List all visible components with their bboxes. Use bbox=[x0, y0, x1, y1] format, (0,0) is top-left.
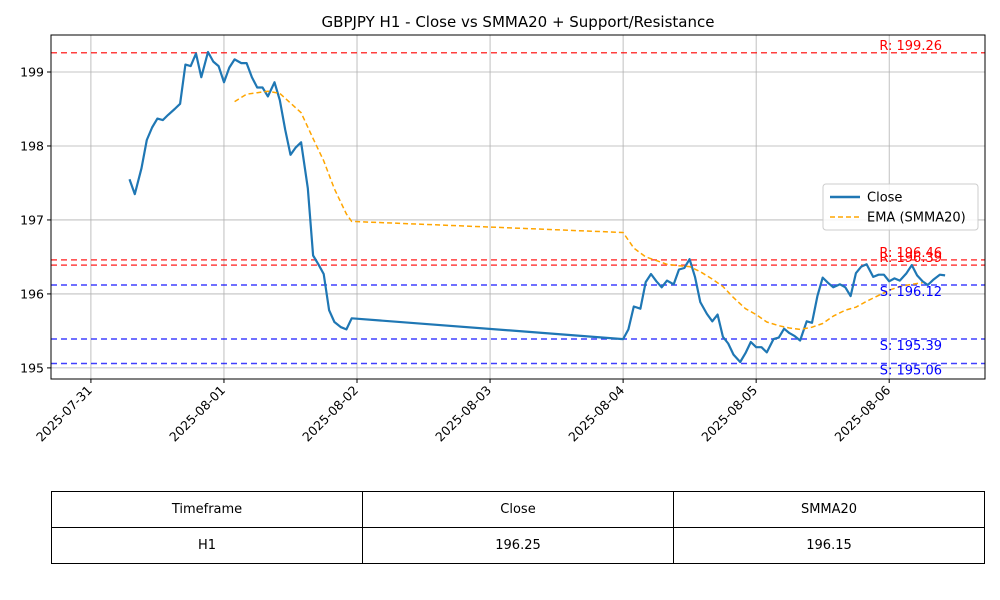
resistance-label: R: 199.26 bbox=[879, 39, 942, 54]
y-tick-label: 198 bbox=[20, 138, 44, 153]
support-resistance-labels: R: 199.26 R: 196.46R: 196.39 S: 196.12 S: 1… bbox=[879, 39, 942, 379]
summary-table: Timeframe Close SMMA20 H1 196.25 196.15 bbox=[51, 491, 985, 564]
axes: 2025-07-31 2025-08-01 2025-08-02 2025-08-03… bbox=[20, 64, 893, 444]
x-tick-label: 2025-08-06 bbox=[831, 382, 893, 444]
series-lines bbox=[128, 50, 946, 364]
x-tick-label: 2025-08-04 bbox=[565, 382, 627, 444]
legend: Close EMA (SMMA20) bbox=[822, 183, 979, 231]
table-header-cell: SMMA20 bbox=[673, 491, 985, 528]
legend-box bbox=[822, 183, 979, 231]
support-label: S: 195.06 bbox=[880, 363, 942, 378]
x-tick-label: 2025-08-03 bbox=[432, 383, 494, 445]
x-tick-label: 2025-08-05 bbox=[698, 383, 760, 445]
y-tick-label: 195 bbox=[20, 360, 44, 375]
resistance-label: R: 196.46 bbox=[879, 246, 942, 261]
x-tick-label: 2025-07-31 bbox=[33, 383, 95, 445]
y-tick-label: 196 bbox=[20, 286, 44, 301]
plot-frame bbox=[50, 34, 986, 380]
smma20-line bbox=[234, 90, 923, 331]
x-tick-label: 2025-08-02 bbox=[299, 383, 361, 445]
grid bbox=[51, 35, 985, 379]
y-tick-label: 199 bbox=[20, 64, 44, 79]
chart-title: GBPJPY H1 - Close vs SMMA20 + Support/Re… bbox=[322, 13, 715, 31]
table-header-cell: Timeframe bbox=[51, 491, 363, 528]
resistance-label: R: 196.39 bbox=[879, 251, 942, 266]
table-row: H1 196.25 196.15 bbox=[51, 527, 985, 564]
legend-close-label: Close bbox=[867, 191, 902, 206]
table-cell: H1 bbox=[51, 527, 363, 564]
y-tick-label: 197 bbox=[20, 212, 44, 227]
table-header-cell: Close bbox=[362, 491, 674, 528]
x-tick-label: 2025-08-01 bbox=[166, 383, 228, 445]
legend-smma-label: EMA (SMMA20) bbox=[867, 211, 966, 226]
support-label: S: 195.39 bbox=[880, 339, 942, 354]
table-cell: 196.25 bbox=[362, 527, 674, 564]
close-line bbox=[128, 50, 946, 364]
support-label: S: 196.12 bbox=[880, 285, 942, 300]
table-cell: 196.15 bbox=[673, 527, 985, 564]
table-header-row: Timeframe Close SMMA20 bbox=[51, 491, 985, 528]
